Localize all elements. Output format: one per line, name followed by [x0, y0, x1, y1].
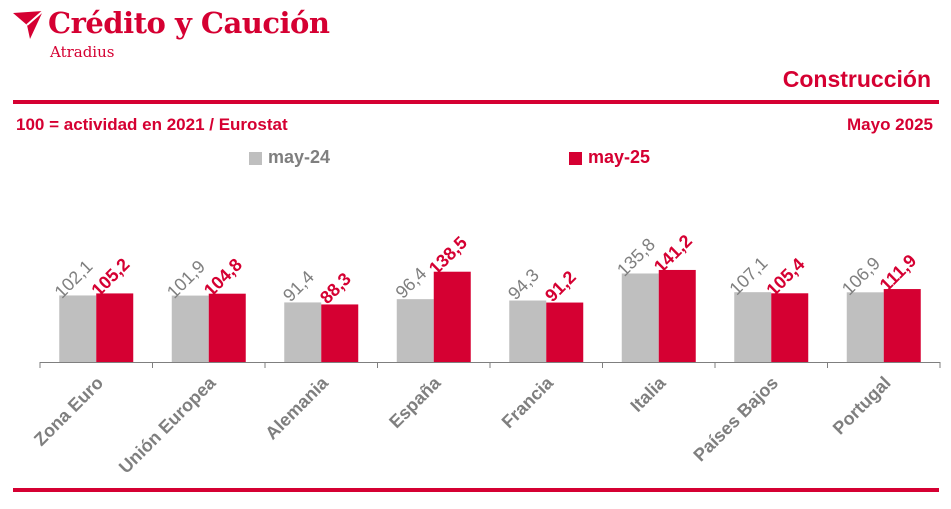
data-label-may-25-paises-bajos: 105,4	[763, 254, 809, 300]
data-label-may-24-union-europea: 101,9	[163, 256, 209, 302]
data-label-may-24-zona-euro: 102,1	[51, 256, 97, 302]
category-label-francia: Francia	[498, 372, 558, 432]
bar-may-24-francia	[509, 300, 547, 362]
bar-may-24-alemania	[284, 302, 322, 362]
data-label-may-25-union-europea: 104,8	[200, 254, 246, 300]
bar-may-25-zona-euro	[96, 293, 134, 362]
legend-label-may-25: may-25	[588, 147, 651, 167]
data-label-may-24-francia: 94,3	[504, 265, 543, 304]
chart-subtitle: 100 = actividad en 2021 / Eurostat	[16, 115, 288, 134]
bar-may-25-italia	[658, 269, 696, 362]
data-label-may-24-paises-bajos: 107,1	[726, 253, 772, 299]
brand-subtitle: Atradius	[50, 43, 115, 61]
data-label-may-25-italia: 141,2	[650, 231, 696, 277]
category-label-espana: España	[385, 372, 445, 432]
data-label-may-24-italia: 135,8	[613, 234, 659, 280]
data-label-may-24-espana: 96,4	[392, 263, 431, 302]
legend-swatch-may-25	[569, 152, 582, 165]
category-label-alemania: Alemania	[261, 372, 332, 443]
bar-may-25-espana	[433, 271, 471, 362]
category-label-union-europea: Unión Europea	[115, 372, 220, 477]
data-label-may-25-espana: 138,5	[425, 232, 471, 278]
category-label-zona-euro: Zona Euro	[30, 373, 107, 450]
bar-may-24-portugal	[846, 292, 884, 362]
bar-may-24-zona-euro	[59, 295, 97, 362]
data-label-may-25-francia: 91,2	[541, 267, 580, 306]
atradius-bird-icon	[13, 10, 44, 39]
legend-label-may-24: may-24	[268, 147, 331, 167]
category-label-paises-bajos: Países Bajos	[689, 373, 782, 466]
section-title: Construcción	[782, 66, 931, 92]
date-label: Mayo 2025	[847, 115, 933, 134]
data-label-may-25-alemania: 88,3	[316, 269, 355, 308]
legend-swatch-may-24	[249, 152, 262, 165]
data-label-may-25-portugal: 111,9	[876, 251, 921, 296]
brand-name: Crédito y Caución	[48, 6, 330, 40]
bar-may-24-espana	[396, 299, 434, 362]
bar-may-24-paises-bajos	[734, 292, 772, 362]
bar-may-25-alemania	[321, 304, 359, 362]
category-label-portugal: Portugal	[829, 373, 895, 439]
bar-may-25-union-europea	[208, 293, 246, 362]
header-divider	[13, 100, 939, 104]
data-label-may-24-alemania: 91,4	[279, 267, 318, 306]
bar-may-25-paises-bajos	[771, 293, 809, 362]
category-label-italia: Italia	[626, 372, 670, 416]
bar-may-24-italia	[621, 273, 659, 362]
bar-may-24-union-europea	[171, 295, 209, 362]
bar-may-25-portugal	[883, 289, 921, 362]
data-label-may-24-portugal: 106,9	[838, 253, 884, 299]
footer-divider	[13, 488, 939, 492]
data-label-may-25-zona-euro: 105,2	[88, 254, 134, 300]
bar-may-25-francia	[546, 302, 584, 362]
